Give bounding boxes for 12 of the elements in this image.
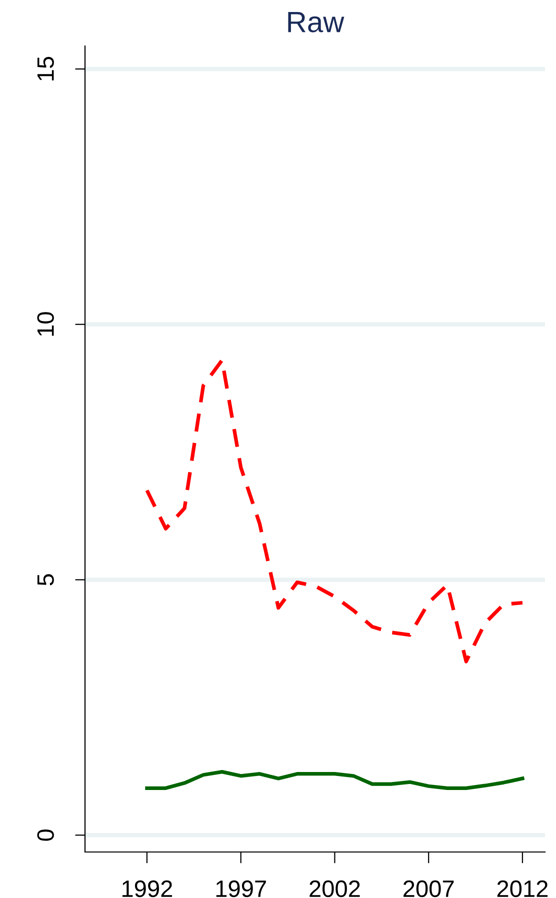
y-tick-label: 15	[37, 56, 54, 80]
x-tick-label: 2012	[497, 880, 548, 898]
x-tick-label: 2007	[404, 880, 454, 898]
line-series	[145, 770, 524, 790]
x-tick-label: 2002	[310, 880, 360, 898]
y-tick-label: 5	[37, 574, 54, 586]
x-tick-label: 1997	[216, 880, 266, 898]
y-tick-label: 0	[37, 830, 54, 841]
chart-title: Raw	[288, 12, 344, 32]
y-tick-label: 10	[37, 312, 54, 336]
x-tick-label: 1992	[122, 880, 172, 898]
line-series	[145, 358, 524, 664]
